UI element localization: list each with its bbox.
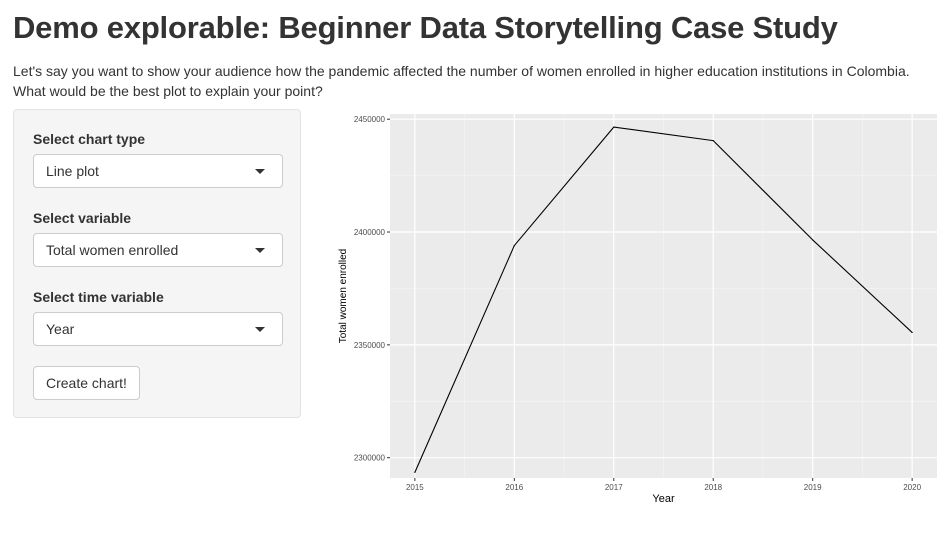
x-axis-title: Year	[652, 493, 675, 505]
chart-type-value: Line plot	[46, 163, 99, 179]
data-point	[911, 331, 913, 334]
data-point	[613, 126, 615, 128]
chevron-down-icon	[255, 248, 265, 253]
chart-type-label: Select chart type	[33, 131, 146, 147]
chevron-down-icon	[255, 169, 265, 174]
x-tick-label: 2016	[505, 483, 523, 492]
x-tick-label: 2018	[704, 483, 722, 492]
x-tick-label: 2015	[406, 483, 424, 492]
create-chart-button[interactable]: Create chart!	[33, 366, 140, 400]
variable-select[interactable]: Total women enrolled	[33, 233, 283, 267]
series-line	[414, 126, 913, 473]
variable-value: Total women enrolled	[46, 242, 179, 258]
chart-type-select[interactable]: Line plot	[33, 154, 283, 188]
y-tick-label: 2450000	[354, 115, 386, 124]
chevron-down-icon	[255, 327, 265, 332]
x-tick-label: 2017	[605, 483, 623, 492]
controls-panel: Select chart type Line plot Select varia…	[13, 109, 301, 418]
x-tick-label: 2019	[804, 483, 822, 492]
x-tick-label: 2020	[903, 483, 921, 492]
intro-text: Let's say you want to show your audience…	[13, 63, 910, 99]
page-title: Demo explorable: Beginner Data Storytell…	[13, 10, 838, 45]
y-axis-title: Total women enrolled	[338, 249, 349, 344]
data-point	[812, 239, 814, 241]
y-tick-label: 2300000	[354, 454, 386, 463]
variable-label: Select variable	[33, 210, 132, 226]
time-variable-value: Year	[46, 321, 75, 337]
data-point	[513, 244, 515, 247]
data-point	[712, 140, 714, 142]
line-chart: 2015 2016 2017 2018 2019 2020 2300000 2350000 24…	[338, 114, 937, 505]
y-tick-label: 2350000	[354, 341, 386, 350]
data-point	[414, 471, 416, 473]
time-variable-label: Select time variable	[33, 289, 164, 305]
y-tick-label: 2400000	[354, 228, 386, 237]
time-variable-select[interactable]: Year	[33, 312, 283, 346]
